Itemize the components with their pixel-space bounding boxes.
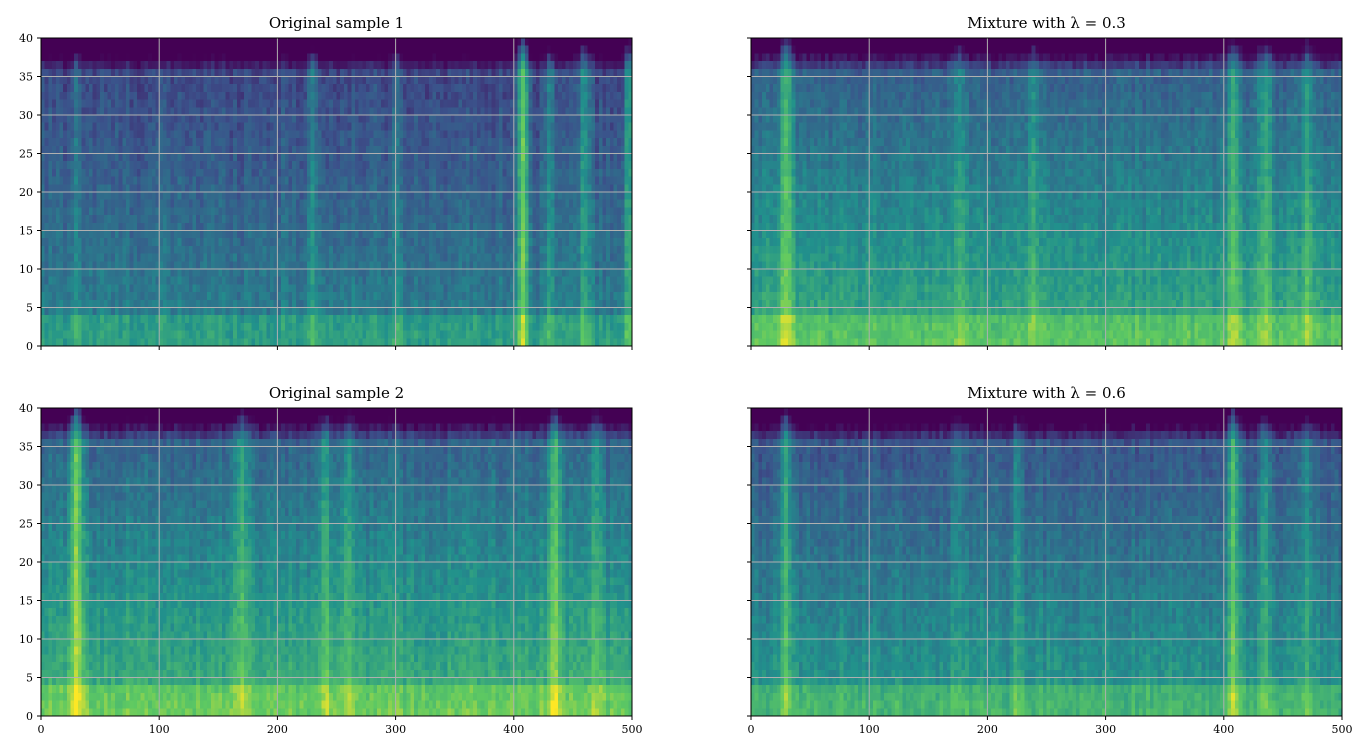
y-tick-label: 5 — [26, 302, 33, 315]
y-tick-label: 0 — [26, 710, 33, 723]
subplot-original-sample-1: 0 5 10 15 20 25 30 35 40 Original sample 1 — [19, 14, 633, 353]
x-tick-label: 200 — [977, 723, 998, 736]
subplot-mixture-0.6: 0 100 200 300 400 500 Mixture with λ = 0.6 — [747, 384, 1353, 736]
subplot-title: Original sample 2 — [269, 384, 404, 402]
y-tick-label: 15 — [19, 595, 33, 608]
y-tick-label: 10 — [19, 263, 33, 276]
x-tick-label: 500 — [1332, 723, 1353, 736]
y-tick-label: 35 — [19, 71, 33, 84]
y-tick-label: 20 — [19, 186, 33, 199]
x-tick-label: 300 — [385, 723, 406, 736]
y-tick-label: 35 — [19, 441, 33, 454]
x-tick-label: 400 — [503, 723, 524, 736]
x-tick-label: 0 — [38, 723, 45, 736]
subplot-title: Original sample 1 — [269, 14, 404, 32]
y-tick-label: 30 — [19, 479, 33, 492]
x-tick-label: 100 — [149, 723, 170, 736]
subplot-title: Mixture with λ = 0.6 — [967, 384, 1126, 402]
y-tick-label: 10 — [19, 633, 33, 646]
x-tick-label: 500 — [622, 723, 643, 736]
y-tick-label: 5 — [26, 672, 33, 685]
subplot-mixture-0.3: Mixture with λ = 0.3 — [747, 14, 1343, 350]
y-tick-label: 30 — [19, 109, 33, 122]
x-tick-label: 200 — [267, 723, 288, 736]
x-tick-label: 400 — [1213, 723, 1234, 736]
x-tick-label: 300 — [1095, 723, 1116, 736]
subplot-original-sample-2: 0 100 200 300 400 500 0 5 10 15 20 25 30 35 40 Original… — [19, 384, 643, 736]
y-tick-label: 25 — [19, 148, 33, 161]
y-tick-label: 40 — [19, 402, 33, 415]
subplot-title: Mixture with λ = 0.3 — [967, 14, 1126, 32]
x-tick-label: 100 — [859, 723, 880, 736]
x-tick-label: 0 — [748, 723, 755, 736]
y-tick-label: 0 — [26, 340, 33, 353]
y-tick-label: 25 — [19, 518, 33, 531]
y-tick-label: 15 — [19, 225, 33, 238]
y-tick-label: 20 — [19, 556, 33, 569]
y-tick-label: 40 — [19, 32, 33, 45]
